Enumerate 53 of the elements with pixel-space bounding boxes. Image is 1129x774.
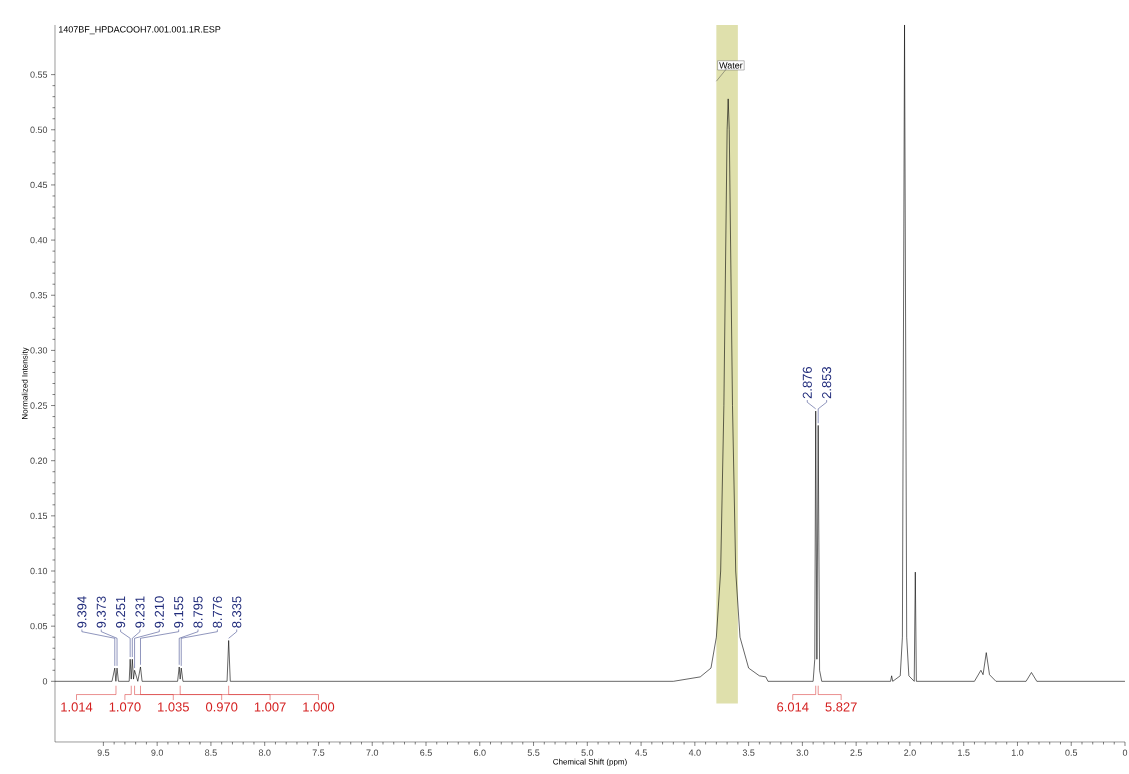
annotation: 9.373 bbox=[96, 596, 106, 628]
annotation: 1.000 bbox=[303, 702, 335, 712]
x-tick-label: 9.0 bbox=[151, 749, 164, 756]
annotation: 8.795 bbox=[193, 596, 203, 628]
x-tick-label: 6.5 bbox=[420, 749, 432, 756]
y-tick-label: 0.50 bbox=[30, 126, 48, 133]
annotation: 2.876 bbox=[802, 366, 812, 399]
x-tick-label: 8.0 bbox=[258, 749, 271, 756]
annotation: 1.014 bbox=[61, 702, 93, 712]
x-tick-label: 2.5 bbox=[850, 749, 863, 756]
annotation: 1.007 bbox=[254, 702, 286, 712]
band-label: Water bbox=[719, 62, 743, 69]
x-tick-label: 6.0 bbox=[473, 749, 486, 756]
y-tick-label: 0.40 bbox=[30, 236, 48, 244]
x-tick-label: 7.5 bbox=[312, 749, 325, 756]
annotation: 1.035 bbox=[158, 702, 189, 712]
x-tick-label: 3.5 bbox=[742, 749, 755, 756]
x-tick-label: 2.0 bbox=[904, 749, 916, 756]
y-tick-label: 0.05 bbox=[30, 622, 48, 630]
chart-subtitle: 1407BF_HPDACOOH7.001.001.1R.ESP bbox=[59, 26, 221, 35]
x-tick-label: 0.5 bbox=[1065, 749, 1078, 756]
annotation: 9.210 bbox=[154, 596, 164, 628]
x-tick-label: 5.5 bbox=[527, 749, 540, 756]
annotation: 9.251 bbox=[116, 596, 126, 628]
y-tick-label: 0.45 bbox=[30, 181, 48, 189]
annotation: 1.070 bbox=[109, 702, 141, 712]
y-tick-label: 0.20 bbox=[30, 457, 48, 464]
x-tick-label: 9.5 bbox=[97, 749, 110, 756]
annotation: 0.970 bbox=[205, 702, 238, 712]
x-tick-label: 1.0 bbox=[1011, 749, 1024, 756]
annotation: 9.231 bbox=[135, 596, 145, 628]
x-tick-label: 1.5 bbox=[958, 749, 970, 756]
y-tick-label: 0.15 bbox=[30, 512, 48, 520]
x-tick-label: 4.0 bbox=[688, 749, 701, 756]
y-tick-label: 0.55 bbox=[30, 71, 48, 78]
x-tick-label: 7.0 bbox=[366, 749, 379, 756]
x-tick-label: 0 bbox=[1122, 749, 1128, 756]
x-tick-label: 8.5 bbox=[205, 749, 217, 756]
x-tick-label: 4.5 bbox=[635, 749, 647, 756]
y-tick-label: 0.10 bbox=[30, 567, 48, 575]
annotation: 8.335 bbox=[232, 596, 242, 628]
y-tick-label: 0.25 bbox=[30, 402, 48, 409]
y-tick-label: 0 bbox=[42, 678, 48, 685]
annotation: 8.776 bbox=[212, 596, 222, 628]
annotation: 6.014 bbox=[777, 702, 809, 712]
annotation: 9.155 bbox=[174, 596, 184, 628]
y-tick-label: 0.30 bbox=[30, 347, 48, 354]
annotation: 2.853 bbox=[822, 366, 832, 399]
x-tick-label: 5.0 bbox=[581, 749, 594, 756]
annotation: 9.394 bbox=[77, 596, 87, 628]
annotation: 5.827 bbox=[825, 702, 857, 712]
y-tick-label: 0.35 bbox=[30, 292, 48, 299]
x-tick-label: 3.0 bbox=[796, 749, 809, 756]
